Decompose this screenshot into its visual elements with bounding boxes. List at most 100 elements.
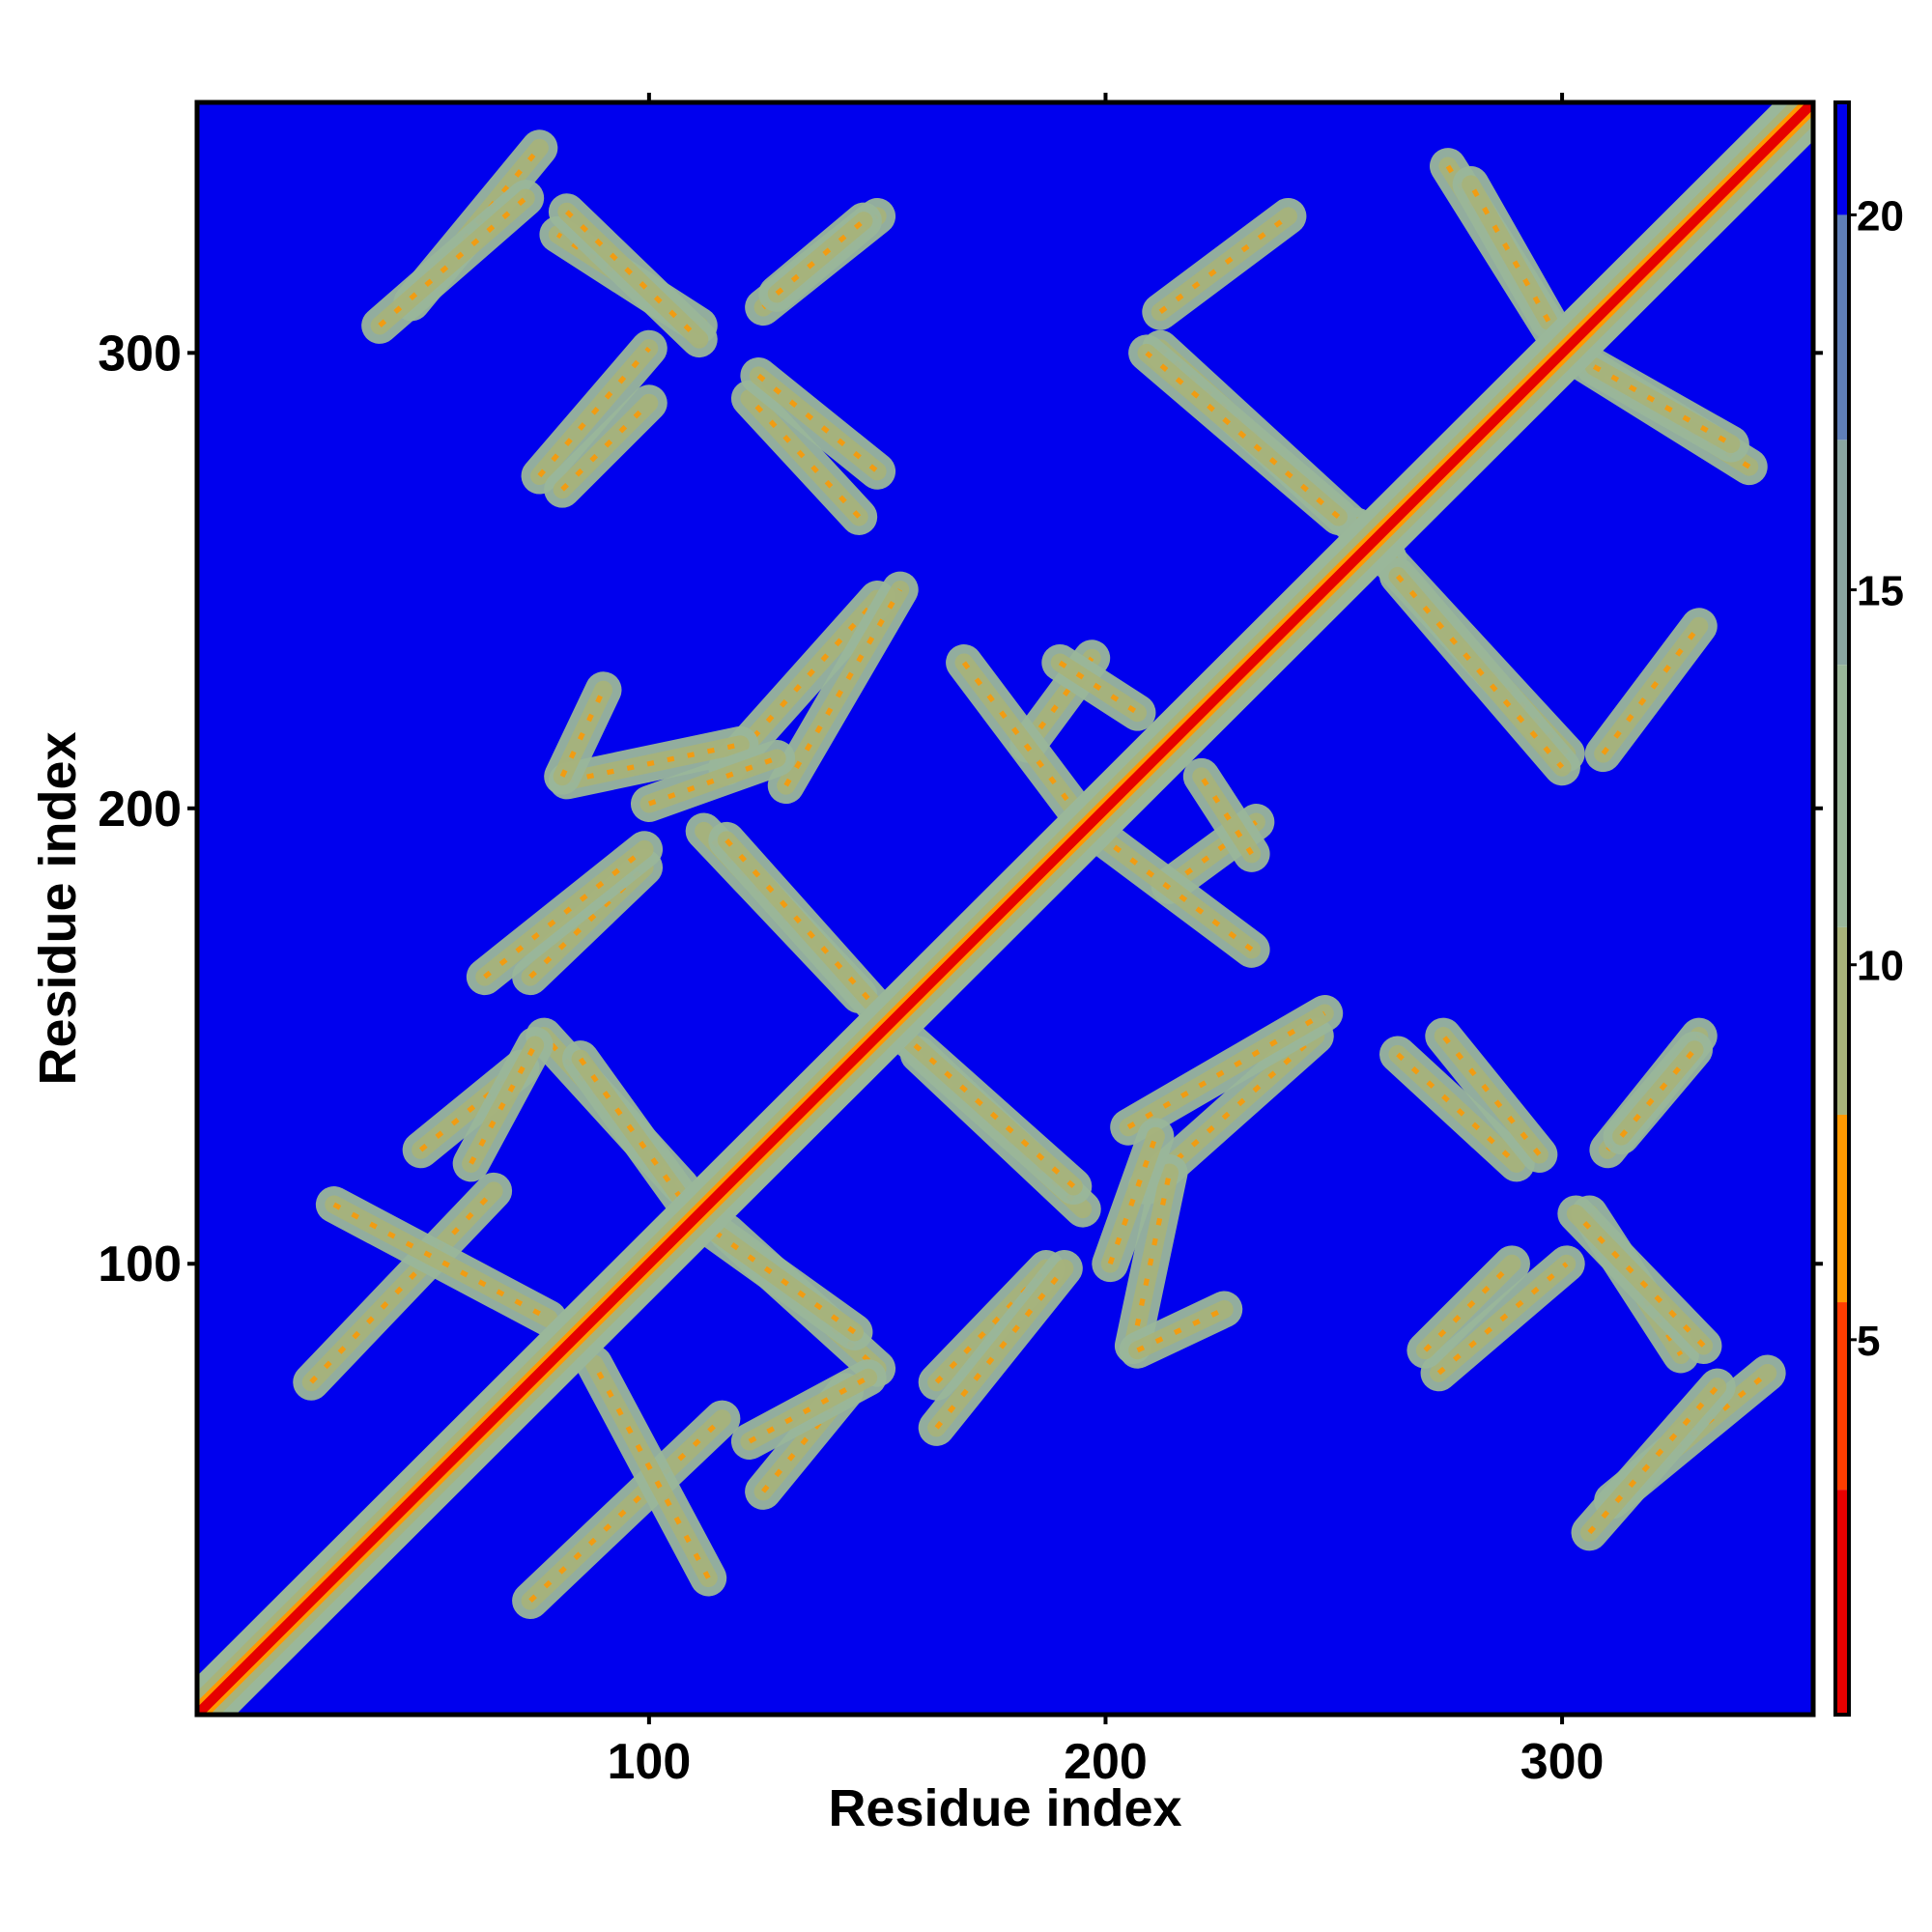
y-tick-label: 200 bbox=[98, 781, 182, 838]
colorbar-segment bbox=[1835, 102, 1849, 215]
contact-band-inner bbox=[370, 188, 535, 335]
contact-band-core bbox=[559, 689, 606, 778]
contact-band-core bbox=[1126, 1010, 1326, 1130]
contact-band-core bbox=[648, 755, 779, 807]
contact-band bbox=[708, 821, 896, 1028]
contact-band-core bbox=[748, 1375, 869, 1444]
contact-band bbox=[1114, 1154, 1188, 1365]
contact-band-core bbox=[1436, 1262, 1569, 1376]
contact-band-inner bbox=[1096, 831, 1262, 959]
contact-band bbox=[1087, 821, 1270, 968]
contact-band bbox=[361, 180, 545, 344]
contact-band bbox=[767, 571, 919, 805]
diagonal-core bbox=[197, 102, 1813, 1715]
contact-band bbox=[1092, 1118, 1175, 1283]
contact-band-core bbox=[934, 1266, 1066, 1430]
contact-band-core bbox=[1610, 1371, 1770, 1503]
contact-band-inner bbox=[557, 202, 709, 349]
contact-band bbox=[758, 202, 882, 312]
contact-band-core bbox=[934, 1266, 1048, 1384]
contact-band bbox=[1379, 1036, 1535, 1182]
contact-band-core bbox=[1145, 351, 1341, 520]
contact-band-inner bbox=[1579, 1378, 1727, 1542]
colorbar-segment bbox=[1835, 1114, 1849, 1303]
colorbar-segment bbox=[1835, 1490, 1849, 1715]
contact-band bbox=[576, 1346, 727, 1597]
contact-band bbox=[466, 831, 664, 996]
contact-band bbox=[690, 1208, 873, 1350]
colorbar: 5 10 15 20 bbox=[1833, 100, 1904, 1717]
contact-band-core bbox=[1107, 1135, 1158, 1265]
colorbar-segment bbox=[1835, 1302, 1849, 1491]
y-tick-label: 100 bbox=[98, 1236, 182, 1293]
contact-band-core bbox=[1592, 364, 1733, 446]
contact-band-core bbox=[566, 742, 741, 784]
contact-band bbox=[1142, 197, 1307, 330]
contact-band-core bbox=[1395, 574, 1565, 770]
x-tick-label: 100 bbox=[607, 1734, 691, 1790]
contact-band bbox=[730, 1359, 887, 1461]
contact-band bbox=[1406, 1245, 1530, 1369]
contact-band-core bbox=[724, 597, 880, 770]
colorbar-tick-label: 15 bbox=[1857, 568, 1904, 615]
contact-band-inner bbox=[553, 393, 659, 499]
contact-band bbox=[521, 329, 668, 495]
contact-band bbox=[1452, 165, 1567, 340]
contact-band-core bbox=[1145, 1034, 1318, 1189]
contact-band-inner bbox=[767, 212, 873, 303]
contact-band bbox=[1379, 557, 1580, 786]
plot-frame bbox=[194, 99, 1816, 1718]
contact-band bbox=[1119, 1291, 1243, 1369]
contact-band-core bbox=[537, 346, 651, 478]
contact-band-inner bbox=[1128, 1299, 1234, 1360]
contact-band bbox=[1576, 348, 1749, 463]
contact-band bbox=[1041, 644, 1156, 731]
contact-band bbox=[1584, 608, 1718, 773]
contact-band bbox=[730, 380, 878, 535]
contact-band bbox=[548, 193, 718, 358]
x-axis-label: Residue index bbox=[828, 1779, 1181, 1837]
contact-band bbox=[630, 740, 796, 822]
x-axis-ticks: 100 200 300 bbox=[607, 93, 1604, 1790]
contact-band-core bbox=[756, 373, 879, 473]
contact-band-inner bbox=[954, 653, 1083, 818]
contact-band-core bbox=[1058, 660, 1139, 715]
contact-band bbox=[544, 384, 668, 508]
contact-band-core bbox=[1441, 1034, 1542, 1156]
contact-band-inner bbox=[1415, 1254, 1521, 1360]
contact-band-core bbox=[309, 1189, 497, 1384]
contact-band-inner bbox=[1612, 1040, 1704, 1146]
contact-band-core bbox=[528, 866, 646, 980]
y-axis-ticks: 100 200 300 bbox=[98, 326, 1823, 1293]
contact-band bbox=[1557, 1195, 1722, 1365]
contact-band-core bbox=[469, 1043, 538, 1165]
contact-band bbox=[452, 1027, 554, 1182]
contact-band-core bbox=[1130, 1172, 1173, 1347]
colorbar-segment bbox=[1835, 214, 1849, 440]
heatmap-area bbox=[197, 102, 1813, 1715]
contact-band-core bbox=[483, 847, 646, 980]
contact-band-core bbox=[410, 146, 542, 305]
contact-band bbox=[1425, 1017, 1558, 1173]
contact-band bbox=[946, 644, 1093, 827]
contact-band-core bbox=[783, 588, 903, 787]
contact-band bbox=[740, 356, 896, 490]
contact-band-inner bbox=[584, 1354, 718, 1588]
colorbar-frame bbox=[1833, 100, 1851, 1717]
x-tick-label: 300 bbox=[1520, 1734, 1605, 1790]
contact-band bbox=[562, 1040, 704, 1223]
contact-band bbox=[512, 1400, 741, 1620]
y-axis-label: Residue index bbox=[29, 731, 87, 1085]
contact-band-core bbox=[1601, 624, 1701, 755]
contact-band bbox=[1128, 334, 1357, 535]
contact-band-core bbox=[1199, 775, 1254, 856]
contact-band bbox=[886, 1017, 1093, 1206]
contact-band bbox=[1420, 1245, 1585, 1392]
colorbar-tick-label: 20 bbox=[1857, 192, 1904, 240]
colorbar-segment bbox=[1835, 926, 1849, 1115]
colorbar-segment bbox=[1835, 440, 1849, 666]
contact-band-core bbox=[1396, 1052, 1519, 1166]
contact-band bbox=[293, 1172, 513, 1401]
contact-band bbox=[1182, 757, 1270, 872]
